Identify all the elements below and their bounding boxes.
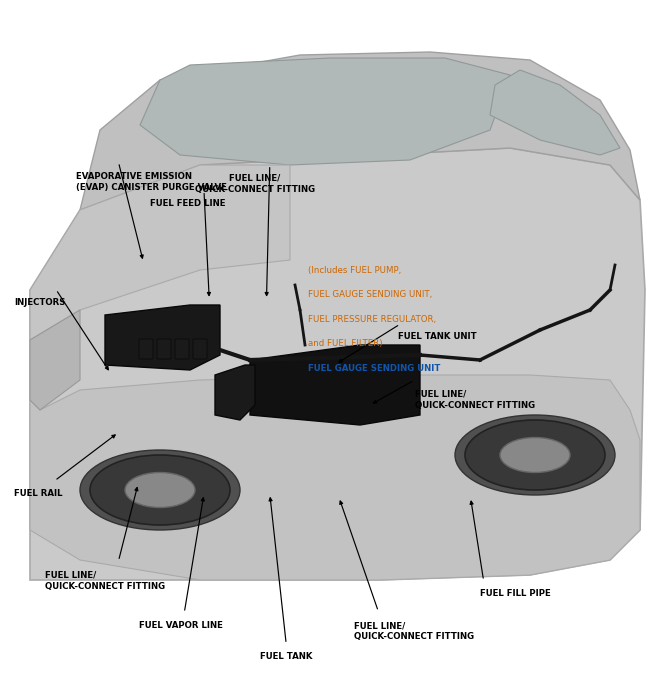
Text: FUEL PRESSURE REGULATOR,: FUEL PRESSURE REGULATOR, [308, 315, 436, 323]
Polygon shape [80, 52, 640, 210]
Text: and FUEL FILTER): and FUEL FILTER) [308, 339, 382, 348]
Polygon shape [30, 375, 640, 580]
Ellipse shape [125, 473, 195, 507]
Text: FUEL RAIL: FUEL RAIL [14, 489, 63, 498]
Polygon shape [490, 70, 620, 155]
Text: FUEL TANK: FUEL TANK [260, 652, 313, 661]
FancyBboxPatch shape [139, 339, 153, 359]
Text: FUEL LINE/
QUICK-CONNECT FITTING: FUEL LINE/ QUICK-CONNECT FITTING [195, 174, 315, 194]
Ellipse shape [500, 437, 570, 473]
Ellipse shape [80, 450, 240, 530]
Text: FUEL LINE/
QUICK-CONNECT FITTING: FUEL LINE/ QUICK-CONNECT FITTING [415, 390, 535, 410]
Text: (Includes FUEL PUMP,: (Includes FUEL PUMP, [308, 266, 401, 274]
FancyBboxPatch shape [193, 339, 207, 359]
Text: FUEL VAPOR LINE: FUEL VAPOR LINE [139, 621, 223, 630]
FancyBboxPatch shape [175, 339, 189, 359]
Text: FUEL TANK UNIT: FUEL TANK UNIT [398, 332, 476, 341]
Text: FUEL LINE/
QUICK-CONNECT FITTING: FUEL LINE/ QUICK-CONNECT FITTING [354, 621, 474, 642]
Text: FUEL GAUGE SENDING UNIT: FUEL GAUGE SENDING UNIT [308, 364, 440, 373]
FancyBboxPatch shape [157, 339, 171, 359]
Polygon shape [250, 345, 420, 425]
Text: FUEL LINE/
QUICK-CONNECT FITTING: FUEL LINE/ QUICK-CONNECT FITTING [45, 571, 165, 591]
Text: EVAPORATIVE EMISSION
(EVAP) CANISTER PURGE VALVE: EVAPORATIVE EMISSION (EVAP) CANISTER PUR… [76, 172, 226, 192]
Ellipse shape [90, 455, 230, 525]
Polygon shape [105, 305, 220, 370]
Polygon shape [30, 310, 80, 410]
Polygon shape [140, 58, 510, 165]
Text: FUEL FILL PIPE: FUEL FILL PIPE [480, 589, 551, 598]
Text: FUEL GAUGE SENDING UNIT,: FUEL GAUGE SENDING UNIT, [308, 290, 432, 299]
Ellipse shape [455, 415, 615, 495]
Text: FUEL FEED LINE: FUEL FEED LINE [150, 199, 225, 208]
Text: INJECTORS: INJECTORS [14, 298, 66, 307]
Polygon shape [30, 165, 290, 340]
Polygon shape [30, 148, 645, 580]
Ellipse shape [465, 420, 605, 490]
Polygon shape [215, 365, 255, 420]
